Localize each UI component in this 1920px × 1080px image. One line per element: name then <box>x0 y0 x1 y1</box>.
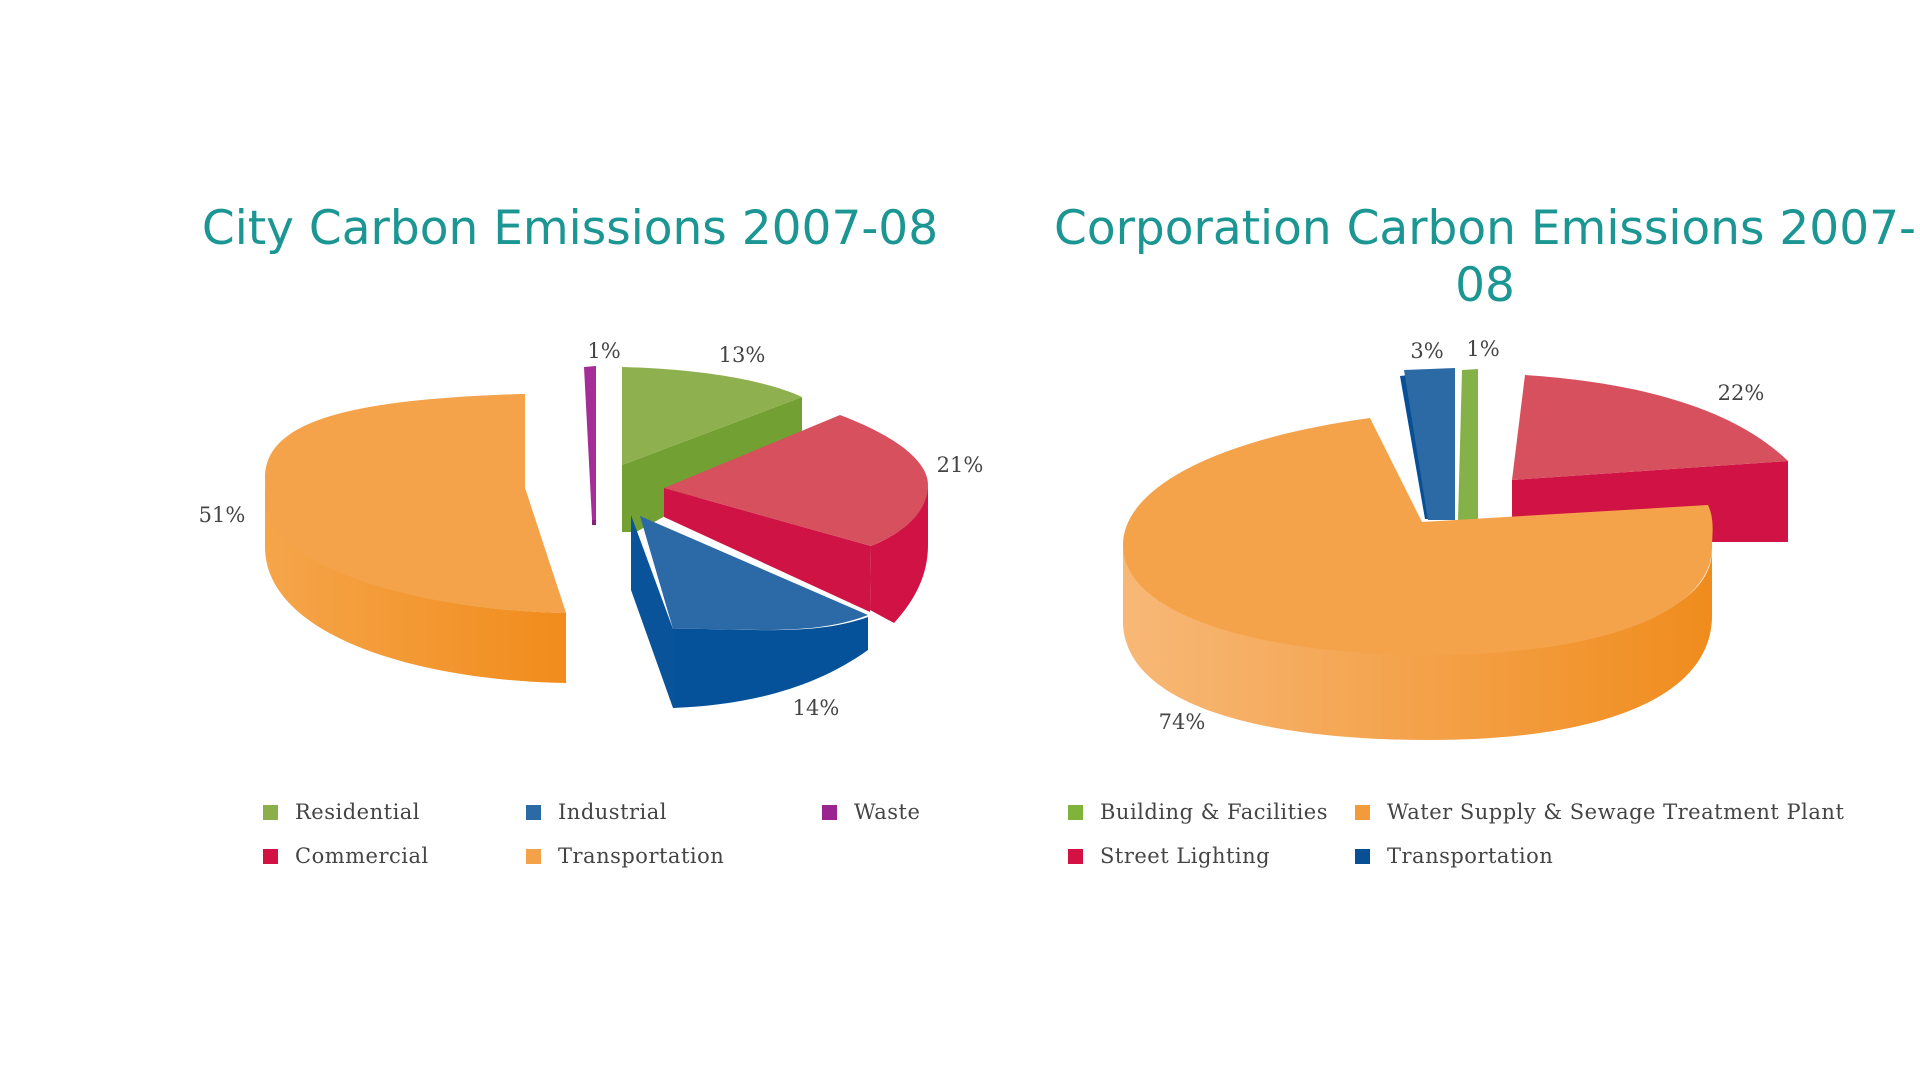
slice-waste <box>584 366 596 520</box>
corporation-emissions-chart: Corporation Carbon Emissions 2007-08 3% 1… <box>1050 0 1920 1080</box>
pct-label-residential: 13% <box>719 343 766 367</box>
legend-item-commercial: Commercial <box>263 844 429 868</box>
legend-swatch <box>526 849 541 864</box>
legend-swatch <box>1355 805 1370 820</box>
legend-item-street-lighting: Street Lighting <box>1068 844 1270 868</box>
pct-label-building-facilities: 1% <box>1466 337 1499 361</box>
city-emissions-chart: City Carbon Emissions 2007-08 1% 13% 21% 14… <box>190 0 1050 1080</box>
slice-side-commercial <box>664 483 928 623</box>
slice-side-industrial-2 <box>673 617 868 708</box>
slice-building-facilities <box>1458 369 1478 520</box>
legend-swatch <box>1355 849 1370 864</box>
legend-swatch <box>822 805 837 820</box>
slice-side-transportation <box>265 478 566 683</box>
slice-commercial <box>664 415 928 546</box>
chart-title: Corporation Carbon Emissions 2007-08 <box>1054 201 1916 313</box>
pct-label-industrial: 14% <box>793 696 840 720</box>
pct-label-water-supply-sewage-treatment-plant: 74% <box>1159 710 1206 734</box>
slice-water-supply <box>1123 418 1713 655</box>
legend-label: Street Lighting <box>1100 844 1271 868</box>
legend-label: Residential <box>295 800 421 824</box>
pct-label-street-lighting: 22% <box>1718 381 1765 405</box>
slice-industrial <box>640 516 868 630</box>
slice-transportation <box>1404 368 1455 520</box>
pie-chart-city: 1% 13% 21% 14% 51% <box>199 339 984 720</box>
pct-label-transportation: 3% <box>1410 339 1443 363</box>
legend-label: Waste <box>854 800 921 824</box>
legend-swatch <box>1068 849 1083 864</box>
slice-top-transportation <box>265 394 566 613</box>
pie-chart-corporation: 3% 1% 22% 74% <box>1123 337 1788 740</box>
legend-swatch <box>526 805 541 820</box>
legend-item-waste: Waste <box>822 800 920 824</box>
legend-swatch <box>1068 805 1083 820</box>
legend-item-residential: Residential <box>263 800 420 824</box>
legend-swatch <box>263 849 278 864</box>
legend-item-water-supply-sewage-treatment-plant: Water Supply & Sewage Treatment Plant <box>1355 800 1844 824</box>
pct-label-transportation: 51% <box>199 503 246 527</box>
slice-side-water-supply <box>1123 535 1713 740</box>
legend-item-transportation: Transportation <box>526 844 724 868</box>
slice-residential <box>622 367 802 465</box>
slice-street-lighting <box>1512 375 1788 480</box>
legend-item-industrial: Industrial <box>526 800 667 824</box>
legend-label: Commercial <box>295 844 429 868</box>
legend-label: Building & Facilities <box>1100 800 1328 824</box>
pct-label-commercial: 21% <box>937 453 984 477</box>
slice-waste-side <box>592 520 596 525</box>
legend-label: Water Supply & Sewage Treatment Plant <box>1387 800 1845 824</box>
legend-label: Transportation <box>1387 844 1554 868</box>
slice-side-commercial-2 <box>664 488 871 612</box>
legend-item-transportation: Transportation <box>1355 844 1553 868</box>
slice-side-industrial <box>631 515 673 708</box>
legend-label: Transportation <box>558 844 725 868</box>
legend-swatch <box>263 805 278 820</box>
legend-item-building-facilities: Building & Facilities <box>1068 800 1328 824</box>
legend-label: Industrial <box>558 800 667 824</box>
chart-title: City Carbon Emissions 2007-08 <box>201 201 939 256</box>
pct-label-waste: 1% <box>587 339 620 363</box>
